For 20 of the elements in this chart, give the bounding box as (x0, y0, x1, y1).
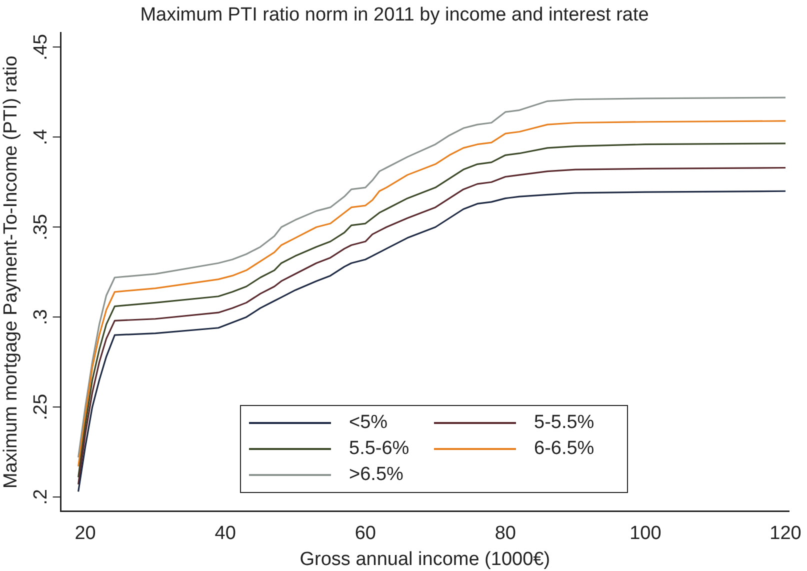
x-tick-label: 60 (354, 523, 376, 544)
legend-label: <5% (349, 412, 388, 434)
x-tick-label: 40 (214, 523, 236, 544)
legend-label: 6-6.5% (534, 438, 594, 460)
y-axis-title: Maximum mortgage Payment-To-Income (PTI) ratio (0, 56, 22, 489)
y-tick-label: .3 (30, 309, 52, 326)
x-axis-title: Gross annual income (1000€) (300, 548, 550, 570)
legend-label: >6.5% (349, 464, 404, 486)
x-tick-label: 80 (494, 523, 516, 544)
y-tick-label: .4 (30, 128, 52, 146)
y-tick-label: .35 (30, 214, 52, 240)
y-tick-label: .45 (30, 34, 52, 60)
legend-label: 5-5.5% (534, 412, 594, 434)
chart-title: Maximum PTI ratio norm in 2011 by income and interest rate (140, 4, 649, 26)
x-tick-label: 100 (630, 523, 662, 544)
y-tick-label: .25 (30, 394, 52, 420)
legend-label: 5.5-6% (349, 438, 410, 460)
y-tick-label: .2 (30, 489, 52, 505)
x-tick-label: 20 (74, 523, 96, 544)
x-tick-label: 120 (770, 523, 802, 544)
